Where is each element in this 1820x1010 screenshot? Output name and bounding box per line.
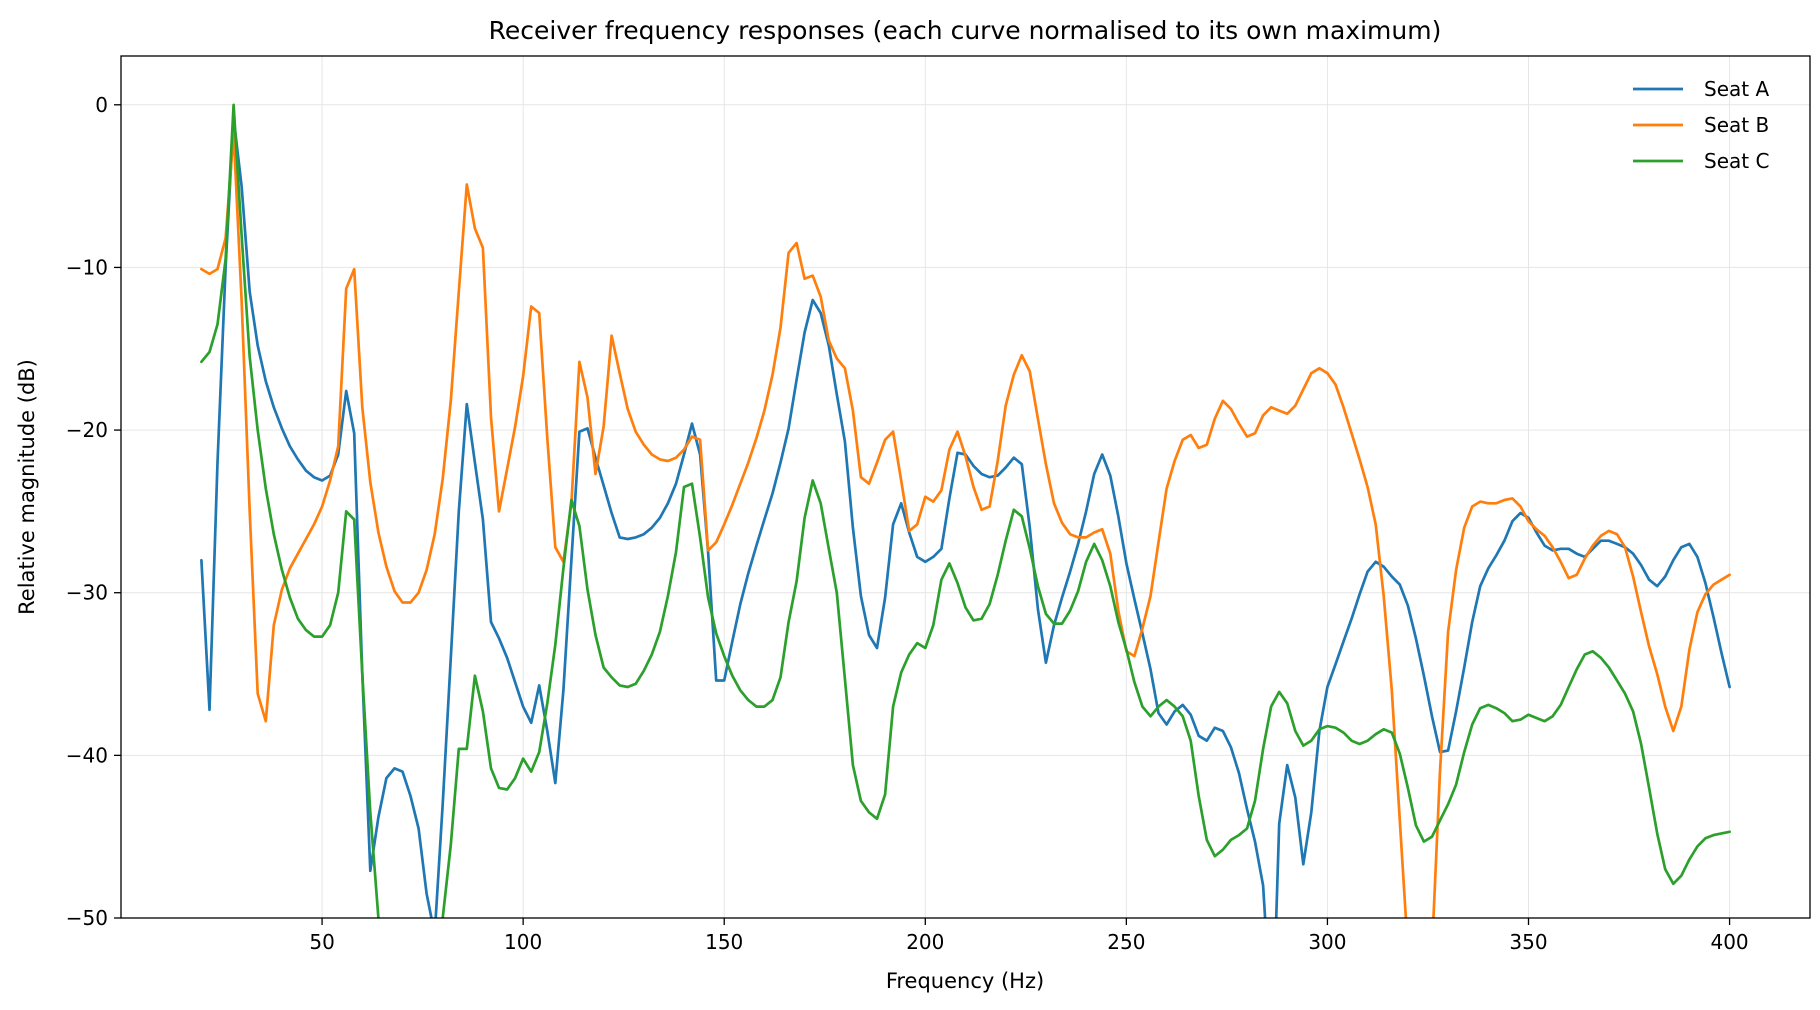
chart-title: Receiver frequency responses (each curve… (489, 16, 1442, 45)
x-tick-label: 250 (1107, 930, 1145, 954)
y-tick-label: −50 (66, 906, 108, 930)
x-tick-label: 300 (1308, 930, 1346, 954)
x-tick-label: 200 (906, 930, 944, 954)
x-tick-label: 100 (504, 930, 542, 954)
series-lines (200, 103, 1731, 918)
y-axis-label: Relative magnitude (dB) (15, 359, 39, 615)
series-line-seat-b (200, 131, 1731, 918)
x-tick-label: 150 (705, 930, 743, 954)
legend-label: Seat B (1704, 113, 1769, 137)
axis-ticks: 50 100 150 200 250 300 350 400 0 −10 −20 −30 −40 −50 (66, 93, 1749, 954)
y-tick-label: 0 (95, 93, 108, 117)
legend-label: Seat C (1704, 149, 1769, 173)
y-tick-label: −30 (66, 581, 108, 605)
x-axis-label: Frequency (Hz) (886, 969, 1044, 993)
plot-frame (120, 55, 1811, 919)
y-tick-label: −40 (66, 743, 108, 767)
x-tick-label: 400 (1710, 930, 1748, 954)
series-line-seat-a (200, 116, 1731, 918)
series-line-seat-c (200, 103, 1731, 918)
y-tick-label: −20 (66, 418, 108, 442)
x-tick-label: 350 (1509, 930, 1547, 954)
x-tick-label: 50 (309, 930, 334, 954)
y-tick-label: −10 (66, 255, 108, 279)
legend-label: Seat A (1704, 77, 1769, 101)
legend: Seat A Seat B Seat C (1633, 77, 1769, 173)
